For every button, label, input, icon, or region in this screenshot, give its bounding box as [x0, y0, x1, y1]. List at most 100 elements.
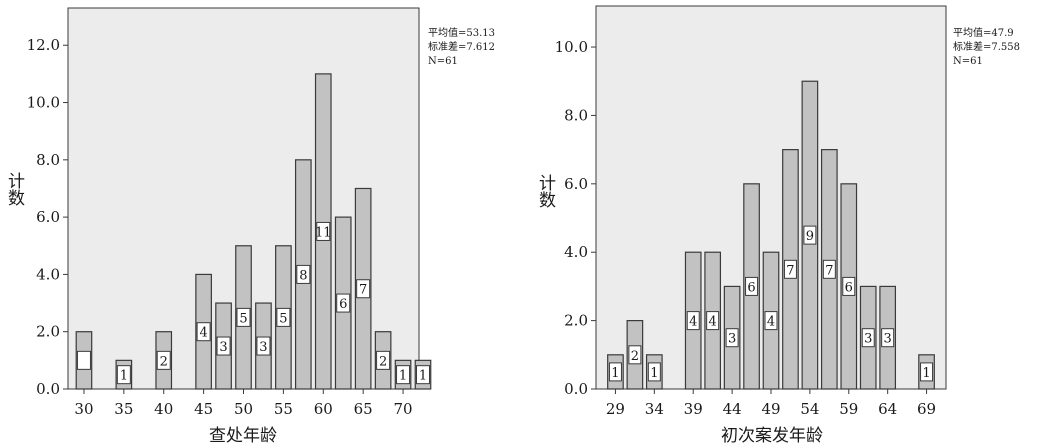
data-label-box — [725, 328, 739, 348]
x-tick-label: 45 — [194, 400, 213, 418]
data-label: 5 — [239, 311, 247, 326]
data-label-box — [783, 259, 797, 279]
data-label-box — [236, 307, 251, 327]
data-label-box — [276, 307, 291, 327]
x-tick-label: 35 — [114, 400, 133, 418]
data-label: 8 — [299, 268, 307, 283]
data-label: 2 — [379, 354, 387, 369]
y-tick-label: 0.0 — [36, 380, 60, 398]
data-label: 6 — [339, 297, 347, 312]
data-label: 6 — [845, 280, 853, 295]
data-label: 4 — [709, 315, 717, 330]
x-tick-label: 49 — [761, 400, 780, 418]
data-label: 6 — [747, 280, 755, 295]
y-tick-label: 10.0 — [27, 94, 60, 112]
data-label: 1 — [650, 366, 658, 381]
data-label-box — [608, 362, 622, 382]
y-tick-label: 12.0 — [27, 36, 60, 54]
data-label-box — [706, 311, 720, 331]
data-label: 1 — [419, 369, 427, 384]
stats-line: N=61 — [428, 56, 458, 67]
x-tick-label: 34 — [645, 400, 664, 418]
x-tick-label: 44 — [723, 400, 742, 418]
x-tick-label: 39 — [684, 400, 703, 418]
y-tick-label: 0.0 — [564, 380, 588, 398]
data-label-box — [745, 276, 759, 296]
stats-line: N=61 — [953, 56, 983, 67]
x-tick-label: 50 — [234, 400, 253, 418]
data-label: 3 — [259, 340, 267, 355]
x-axis-title: 初次案发年龄 — [721, 426, 823, 446]
y-tick-label: 6.0 — [564, 175, 588, 193]
data-label-box — [396, 365, 411, 385]
x-tick-label: 59 — [839, 400, 858, 418]
y-axis-title: 计数 — [535, 174, 556, 208]
y-axis-title: 计数 — [4, 172, 25, 206]
y-tick-label: 4.0 — [36, 265, 60, 283]
data-label-box — [256, 336, 271, 356]
data-label-box — [116, 365, 131, 385]
stats-line: 平均值=53.13 — [428, 26, 495, 39]
data-label-box — [861, 328, 875, 348]
data-label: 5 — [279, 311, 287, 326]
data-label: 4 — [689, 315, 697, 330]
y-tick-label: 8.0 — [564, 106, 588, 124]
stats-line: 平均值=47.9 — [953, 26, 1014, 39]
data-label-box — [647, 362, 661, 382]
data-label-box — [881, 328, 895, 348]
data-label-box — [196, 322, 211, 342]
data-label-box — [920, 362, 934, 382]
data-label-box — [376, 350, 391, 370]
data-label: 3 — [728, 332, 736, 347]
data-label-box — [686, 311, 700, 331]
data-label: 2 — [631, 349, 639, 364]
x-tick-label: 70 — [393, 400, 412, 418]
y-tick-label: 6.0 — [36, 208, 60, 226]
data-label-box — [415, 365, 430, 385]
data-label: 7 — [825, 263, 833, 278]
data-label-box — [336, 293, 351, 313]
data-label: 1 — [399, 369, 407, 384]
data-label: 1 — [922, 366, 930, 381]
x-axis-title: 查处年龄 — [209, 426, 277, 446]
stats-line: 标准差=7.612 — [428, 40, 495, 53]
data-label: 9 — [806, 229, 814, 244]
x-tick-label: 65 — [354, 400, 373, 418]
data-label-box — [316, 221, 331, 241]
stats-line: 标准差=7.558 — [953, 40, 1020, 53]
x-tick-label: 54 — [800, 400, 819, 418]
y-tick-label: 4.0 — [564, 243, 588, 261]
data-label: 4 — [199, 326, 207, 341]
data-label-box — [842, 276, 856, 296]
y-tick-label: 2.0 — [36, 323, 60, 341]
data-label: 1 — [611, 366, 619, 381]
x-tick-label: 69 — [917, 400, 936, 418]
x-tick-label: 55 — [274, 400, 293, 418]
y-tick-label: 2.0 — [564, 312, 588, 330]
x-tick-label: 30 — [74, 400, 93, 418]
data-label-box — [628, 345, 642, 365]
data-label: 3 — [219, 340, 227, 355]
data-label: 3 — [884, 332, 892, 347]
data-label-box — [356, 279, 371, 299]
data-label-box — [803, 225, 817, 245]
data-label-box — [216, 336, 231, 356]
data-label: 1 — [120, 369, 128, 384]
y-tick-label: 10.0 — [555, 38, 588, 56]
data-label-box — [764, 311, 778, 331]
data-label-box — [76, 350, 91, 370]
data-label-box — [296, 264, 311, 284]
x-tick-label: 60 — [314, 400, 333, 418]
data-label: 4 — [767, 315, 775, 330]
data-label: 7 — [359, 283, 367, 298]
x-tick-label: 40 — [154, 400, 173, 418]
data-label-box — [156, 350, 171, 370]
y-tick-label: 8.0 — [36, 151, 60, 169]
x-tick-label: 64 — [878, 400, 897, 418]
data-label: 7 — [786, 263, 794, 278]
data-label-box — [822, 259, 836, 279]
data-label: 3 — [864, 332, 872, 347]
data-label: 2 — [160, 354, 168, 369]
